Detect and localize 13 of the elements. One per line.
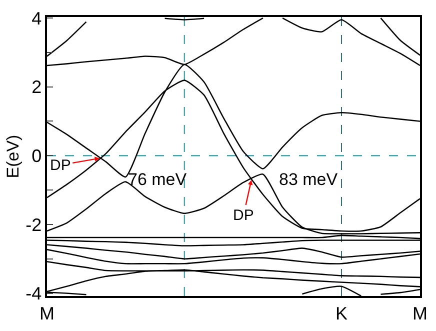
y-tick-label: -4	[26, 284, 42, 304]
x-tick-label: K	[335, 303, 348, 324]
y-tick-label: 0	[32, 146, 42, 166]
y-axis-title: E(eV)	[4, 134, 23, 178]
x-tick-label: M	[412, 303, 428, 324]
annotation: 76 meV	[128, 170, 188, 189]
annotation: DP	[50, 157, 71, 174]
y-tick-label: 4	[32, 8, 42, 28]
annotation: DP	[233, 207, 254, 224]
x-tick-label: M	[40, 303, 54, 324]
annotation: 83 meV	[279, 170, 338, 189]
y-tick-label: 2	[32, 77, 42, 98]
y-tick-label: -2	[26, 214, 42, 235]
